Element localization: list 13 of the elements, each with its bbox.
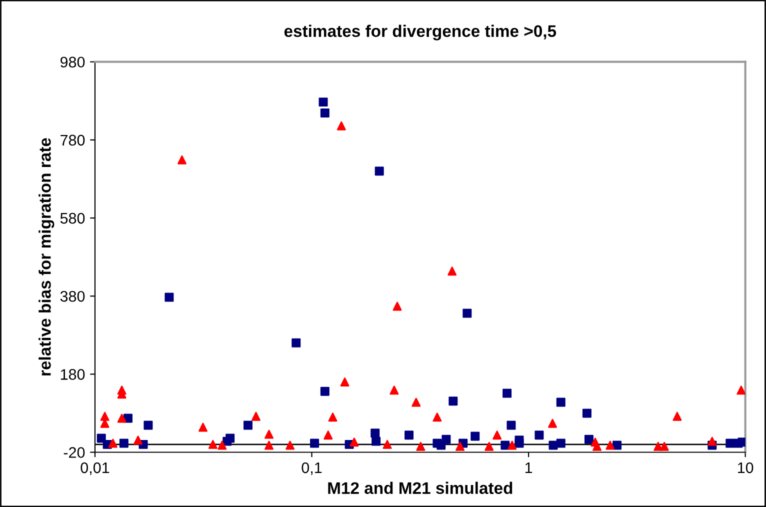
y-tick-label: 580 <box>60 212 85 224</box>
x-tick-label: 10 <box>738 462 754 474</box>
y-tick-label: 380 <box>60 290 85 302</box>
y-tick-label: -20 <box>64 447 85 458</box>
x-tick-label: 0,1 <box>302 462 322 475</box>
y-tick-label: 180 <box>60 369 85 380</box>
x-tick-label: 0,01 <box>80 462 110 475</box>
y-tick-label: 780 <box>60 134 85 146</box>
x-axis-title: M12 and M21 simulated <box>328 482 512 494</box>
y-tick-label: 980 <box>60 56 85 68</box>
y-axis-title: relative bias for migration rate <box>38 138 54 376</box>
chart-title: estimates for divergence time >0,5 <box>284 24 556 40</box>
x-tick-label: 1 <box>525 462 532 474</box>
